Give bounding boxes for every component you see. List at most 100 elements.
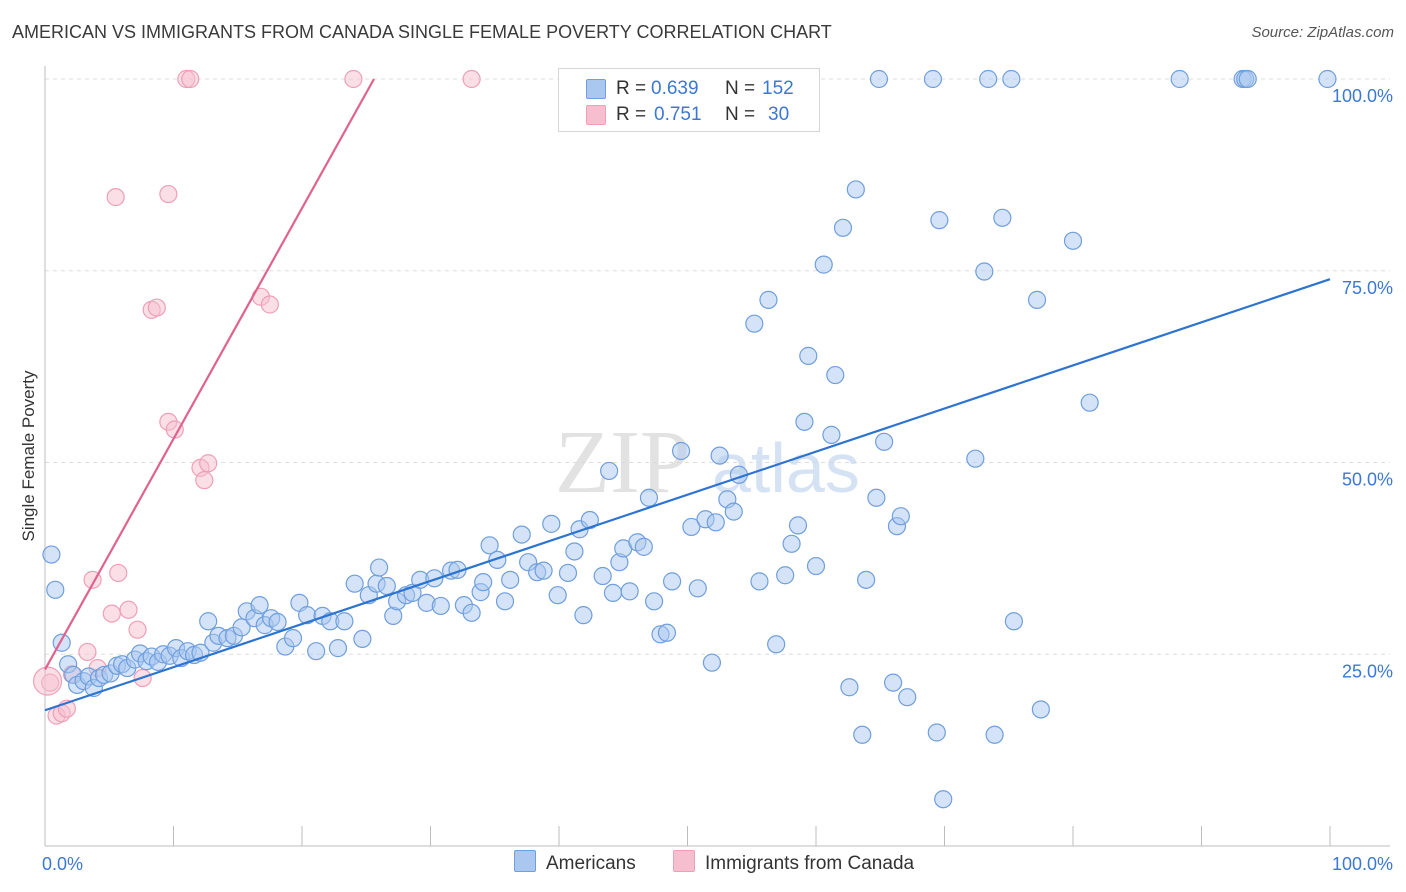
point-americans [377, 576, 396, 596]
point-americans [867, 488, 886, 507]
legend-swatch-canada [586, 105, 606, 125]
chart-title: AMERICAN VS IMMIGRANTS FROM CANADA SINGL… [12, 22, 832, 42]
tick-labels: 25.0% 50.0% 75.0% 100.0% 0.0% 100.0% [42, 86, 1393, 874]
point-canada [199, 454, 218, 473]
x-tick-label: 0.0% [42, 854, 83, 874]
point-americans [548, 586, 567, 605]
point-canada [119, 600, 138, 619]
point-americans [600, 461, 619, 481]
point-americans [370, 558, 389, 577]
legend-row-canada: R = 0.751 N = 30 [559, 100, 819, 126]
point-americans [1170, 69, 1189, 89]
point-americans [431, 596, 450, 616]
legend-n-value-canada: 30 [768, 104, 790, 125]
point-americans [603, 583, 623, 602]
y-tick-label: 100.0% [1332, 86, 1393, 106]
point-americans [975, 262, 994, 281]
point-canada [462, 69, 481, 89]
point-americans [776, 566, 795, 585]
bottom-legend-swatch-canada [673, 850, 695, 872]
point-americans [826, 365, 845, 385]
point-americans [745, 314, 764, 333]
point-americans [788, 516, 808, 535]
point-canada [109, 563, 128, 583]
point-americans [480, 536, 499, 555]
point-americans [795, 412, 814, 431]
legend-r-value-americans: 0.639 [651, 78, 699, 99]
point-americans [682, 517, 701, 537]
trend-line-canada [44, 78, 375, 671]
point-americans [814, 255, 833, 274]
point-americans [328, 639, 348, 658]
point-americans [1027, 290, 1047, 309]
point-americans [558, 563, 578, 583]
point-americans [671, 441, 691, 461]
point-americans [307, 642, 326, 661]
point-americans [345, 574, 364, 593]
point-americans [46, 580, 65, 599]
legend-row-americans: R = 0.639 N = 152 [559, 74, 819, 100]
bottom-legend-canada: Immigrants from Canada [673, 850, 914, 875]
point-americans [488, 550, 507, 570]
point-canada [128, 620, 147, 639]
point-americans [199, 612, 218, 631]
point-americans [501, 570, 520, 589]
bottom-legend-swatch-americans [514, 850, 536, 872]
point-americans [250, 596, 269, 615]
x-tick-label: 100.0% [1332, 854, 1393, 874]
point-americans [232, 618, 251, 637]
point-canada [159, 184, 178, 204]
point-americans [869, 69, 889, 89]
watermark: ZIP atlas [555, 413, 860, 512]
point-americans [565, 542, 584, 561]
point-canada [181, 69, 200, 89]
point-americans [706, 513, 725, 532]
point-americans [857, 570, 876, 589]
point-americans [979, 69, 998, 89]
point-americans [822, 425, 841, 444]
bottom-legend-americans: Americans [514, 850, 636, 875]
stats-legend: R = 0.639 N = 152 R = 0.751 N = 30 [558, 68, 820, 132]
point-americans [620, 582, 639, 601]
point-americans [782, 534, 801, 553]
point-americans [891, 507, 910, 526]
point-canada [78, 642, 97, 662]
point-americans [283, 629, 303, 648]
point-canada [147, 298, 166, 317]
point-americans [875, 432, 894, 451]
point-americans [688, 579, 707, 598]
point-americans [512, 525, 531, 544]
point-americans [930, 211, 949, 230]
legend-n-label: N = [725, 104, 756, 125]
point-americans [662, 572, 682, 591]
point-americans [353, 629, 372, 649]
point-americans [799, 346, 818, 365]
point-americans [268, 612, 287, 632]
point-americans [1063, 231, 1083, 250]
bottom-legend-label-canada: Immigrants from Canada [705, 853, 915, 874]
point-canada [106, 188, 125, 207]
point-americans [966, 449, 985, 468]
point-americans [759, 290, 778, 309]
point-americans [1080, 393, 1099, 412]
point-americans [767, 635, 786, 654]
point-americans [534, 561, 553, 580]
point-americans [1238, 69, 1257, 89]
series-americans-points [42, 69, 1337, 809]
point-americans [657, 623, 677, 642]
point-americans [853, 725, 872, 744]
point-americans [1031, 700, 1050, 719]
grid-lines [45, 78, 1390, 655]
y-tick-label: 50.0% [1342, 470, 1393, 490]
axes [44, 66, 1390, 847]
legend-r-label: R = [616, 104, 647, 125]
point-americans [474, 573, 493, 592]
point-americans [702, 653, 722, 672]
point-americans [806, 556, 826, 576]
point-americans [1002, 69, 1021, 89]
legend-n-value-americans: 152 [762, 78, 794, 99]
point-americans [42, 545, 61, 564]
point-americans [1318, 69, 1337, 89]
point-americans [993, 208, 1012, 227]
